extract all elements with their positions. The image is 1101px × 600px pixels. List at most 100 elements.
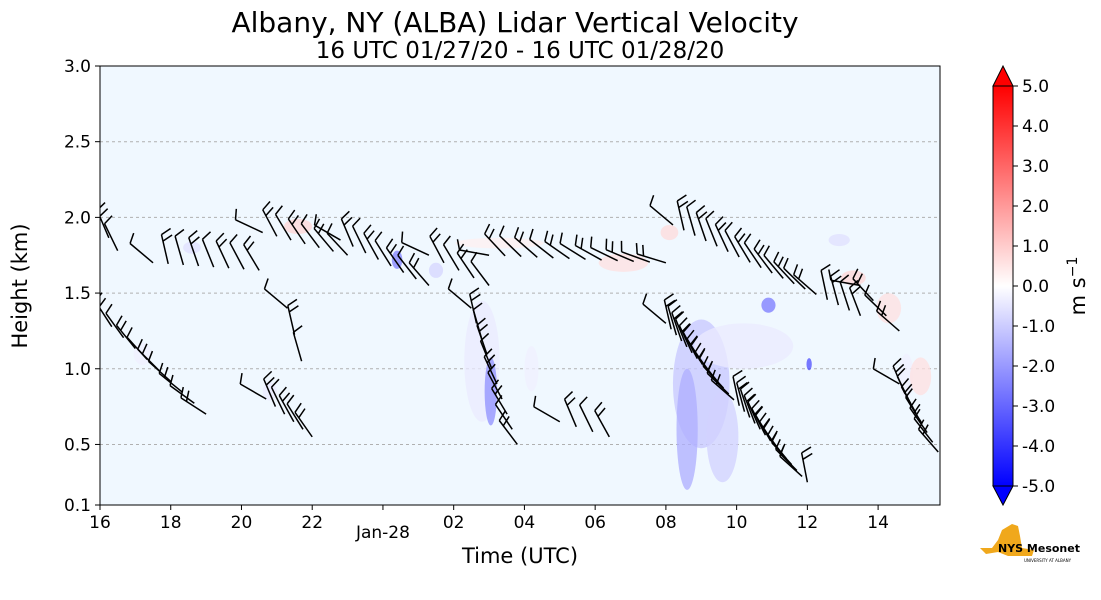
wind-barb	[710, 369, 735, 401]
wind-barb	[533, 395, 561, 423]
x-axis-ticks: 16 18 20 22 Jan-28 02 04 06 08 10 12 14	[89, 505, 889, 543]
colorbar-tick-label: -3.0	[1022, 397, 1055, 417]
x-tick-label: 22	[301, 513, 323, 533]
wind-barb	[620, 240, 651, 263]
wind-barb	[286, 394, 304, 430]
colorbar-label: m s−1	[1065, 257, 1090, 316]
nys-mesonet-logo: NYS Mesonet UNIVERSITY AT ALBANY	[980, 524, 1080, 563]
wind-barb	[483, 223, 506, 257]
wind-barb	[909, 398, 928, 433]
wind-barb	[635, 242, 667, 264]
colorbar-tick-label: 1.0	[1022, 237, 1049, 257]
x-tick-label: 14	[867, 513, 889, 533]
wind-barb	[706, 362, 730, 395]
x-tick-label: 04	[514, 513, 536, 533]
wind-barb	[905, 388, 923, 424]
wind-barb	[447, 278, 472, 309]
wind-barb	[695, 204, 708, 242]
grid-lines	[100, 141, 940, 445]
wind-barb	[374, 231, 392, 267]
wind-barb	[188, 230, 200, 267]
velocity-patch	[524, 346, 539, 392]
wind-barb	[239, 373, 267, 400]
wind-barb	[400, 231, 430, 256]
wind-barb	[792, 264, 817, 295]
ny-state-shape-icon	[980, 524, 1034, 556]
x-tick-label: 18	[160, 513, 182, 533]
colorbar-tick-label: -1.0	[1022, 317, 1055, 337]
velocity-patch	[706, 391, 739, 483]
wind-barb	[852, 268, 874, 302]
plot-area	[100, 66, 940, 505]
velocity-patch	[428, 262, 444, 278]
wind-barb	[732, 369, 743, 406]
colorbar-label-exponent: −1	[1065, 257, 1081, 278]
wind-barb	[917, 419, 939, 453]
wind-barb	[287, 209, 306, 245]
chart-subtitle: 16 UTC 01/27/20 - 16 UTC 01/28/20	[316, 38, 725, 64]
wind-barb	[671, 305, 683, 342]
wind-barb	[743, 387, 756, 424]
colorbar-tick-label: 4.0	[1022, 117, 1049, 137]
wind-barb	[408, 252, 430, 286]
colorbar-tick-label: -5.0	[1022, 477, 1055, 497]
wind-barb	[470, 251, 490, 286]
wind-barb	[180, 386, 207, 415]
x-tick-label: 08	[655, 513, 677, 533]
wind-barb	[326, 223, 349, 256]
wind-barb	[800, 446, 813, 483]
y-axis-label: Height (km)	[8, 223, 32, 348]
wind-barb	[313, 214, 341, 241]
colorbar-extend-high	[992, 64, 1014, 87]
wind-barb	[363, 224, 380, 260]
wind-barb	[491, 379, 508, 415]
wind-barb	[494, 395, 513, 430]
velocity-patch	[876, 293, 902, 324]
y-tick-label: 2.0	[64, 208, 91, 228]
velocity-patch	[676, 368, 698, 490]
wind-barb	[442, 235, 460, 271]
logo-subtext: UNIVERSITY AT ALBANY	[1024, 558, 1072, 563]
wind-barb	[129, 232, 154, 264]
wind-barbs	[100, 194, 939, 483]
velocity-patch	[660, 224, 679, 241]
wind-barb	[263, 370, 277, 407]
colorbar-tick-label: -2.0	[1022, 357, 1055, 377]
wind-barb	[563, 391, 577, 428]
wind-barb	[340, 210, 354, 247]
wind-barb	[270, 378, 286, 415]
colorbar-tick-label: -4.0	[1022, 437, 1055, 457]
y-axis-ticks: 0.1 0.5 1.0 1.5 2.0 2.5 3.0	[64, 57, 100, 516]
wind-barb	[100, 202, 110, 239]
wind-barb	[115, 315, 136, 350]
y-tick-label: 3.0	[64, 57, 91, 77]
colorbar-label-text: m s	[1066, 277, 1090, 315]
wind-barb	[724, 221, 740, 258]
y-tick-label: 0.5	[64, 435, 91, 455]
wind-barb	[773, 251, 795, 285]
x-tick-label: 12	[797, 513, 819, 533]
y-tick-label: 0.1	[64, 496, 91, 516]
wind-barb	[763, 245, 784, 279]
y-tick-label: 2.5	[64, 133, 91, 153]
x-tick-label: 02	[443, 513, 465, 533]
wind-barb	[234, 208, 264, 234]
wind-barb	[605, 238, 635, 263]
wind-barb	[292, 325, 303, 362]
wind-barb	[913, 408, 934, 443]
wind-barb	[429, 227, 445, 264]
wind-barb	[667, 299, 678, 336]
wind-barb	[544, 230, 570, 260]
x-tick-label: 10	[726, 513, 748, 533]
wind-barb	[351, 217, 367, 254]
chart-title: Albany, NY (ALBA) Lidar Vertical Velocit…	[231, 6, 798, 39]
wind-barb	[783, 257, 806, 290]
wind-barb	[779, 445, 803, 477]
colorbar: -5.0 -4.0 -3.0 -2.0 -1.0 0.0 1.0 2.0 3.0 4.0 5.0 m…	[992, 64, 1090, 507]
wind-barb	[686, 199, 697, 236]
wind-barb	[300, 213, 320, 249]
wind-barb	[294, 402, 313, 438]
wind-barb	[705, 210, 718, 247]
wind-barb	[594, 401, 610, 438]
